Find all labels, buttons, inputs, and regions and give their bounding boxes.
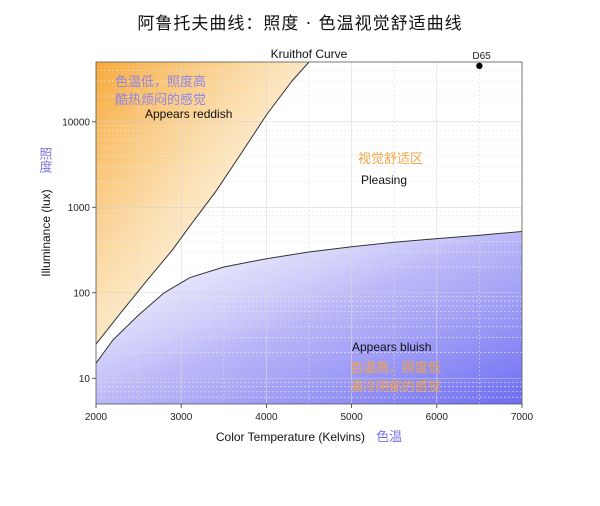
x-tick-label: 2000: [85, 412, 108, 423]
page-title: 阿鲁托夫曲线：照度 · 色温视觉舒适曲线: [137, 14, 463, 34]
x-tick-label: 7000: [511, 412, 534, 423]
bluish-label: Appears bluish: [352, 340, 431, 354]
lower-curve: [96, 231, 522, 364]
reddish-label: Appears reddish: [145, 107, 232, 121]
reddish-label-cn-2: 酷热烦闷的感觉: [115, 92, 206, 108]
x-axis-label: Color Temperature (Kelvins) 色温: [216, 426, 402, 445]
x-tick-label: 5000: [340, 412, 363, 423]
x-tick-label: 3000: [170, 412, 193, 423]
y-axis-label: Illuminance (lux): [39, 189, 53, 276]
y-axis-label-cn: 照度: [37, 147, 53, 173]
grid-lines: [96, 62, 522, 404]
d65-label: D65: [472, 51, 491, 62]
chart-title: Kruithof Curve: [271, 47, 348, 61]
y-tick-label: 100: [73, 288, 90, 299]
plot-frame: [95, 61, 523, 405]
y-tick-label: 1000: [68, 203, 91, 214]
x-axis-label-en: Color Temperature (Kelvins): [216, 430, 365, 444]
bluish-region: [96, 231, 522, 404]
x-tick-label: 4000: [255, 412, 278, 423]
reddish-label-cn-1: 色温低，照度高: [115, 74, 206, 90]
x-axis-label-cn: 色温: [376, 429, 402, 445]
bluish-label-cn-1: 色温高，照度低: [350, 360, 441, 376]
x-tick-label: 6000: [426, 412, 449, 423]
reddish-region: [96, 62, 309, 345]
d65-marker: [476, 62, 483, 70]
y-tick-label: 10: [79, 374, 91, 385]
upper-curve: [96, 62, 310, 345]
bluish-label-cn-2: 清冷阴郁的感觉: [350, 379, 441, 395]
pleasing-label: Pleasing: [361, 173, 407, 187]
y-tick-label: 10000: [62, 117, 90, 128]
pleasing-label-cn: 视觉舒适区: [358, 152, 423, 167]
